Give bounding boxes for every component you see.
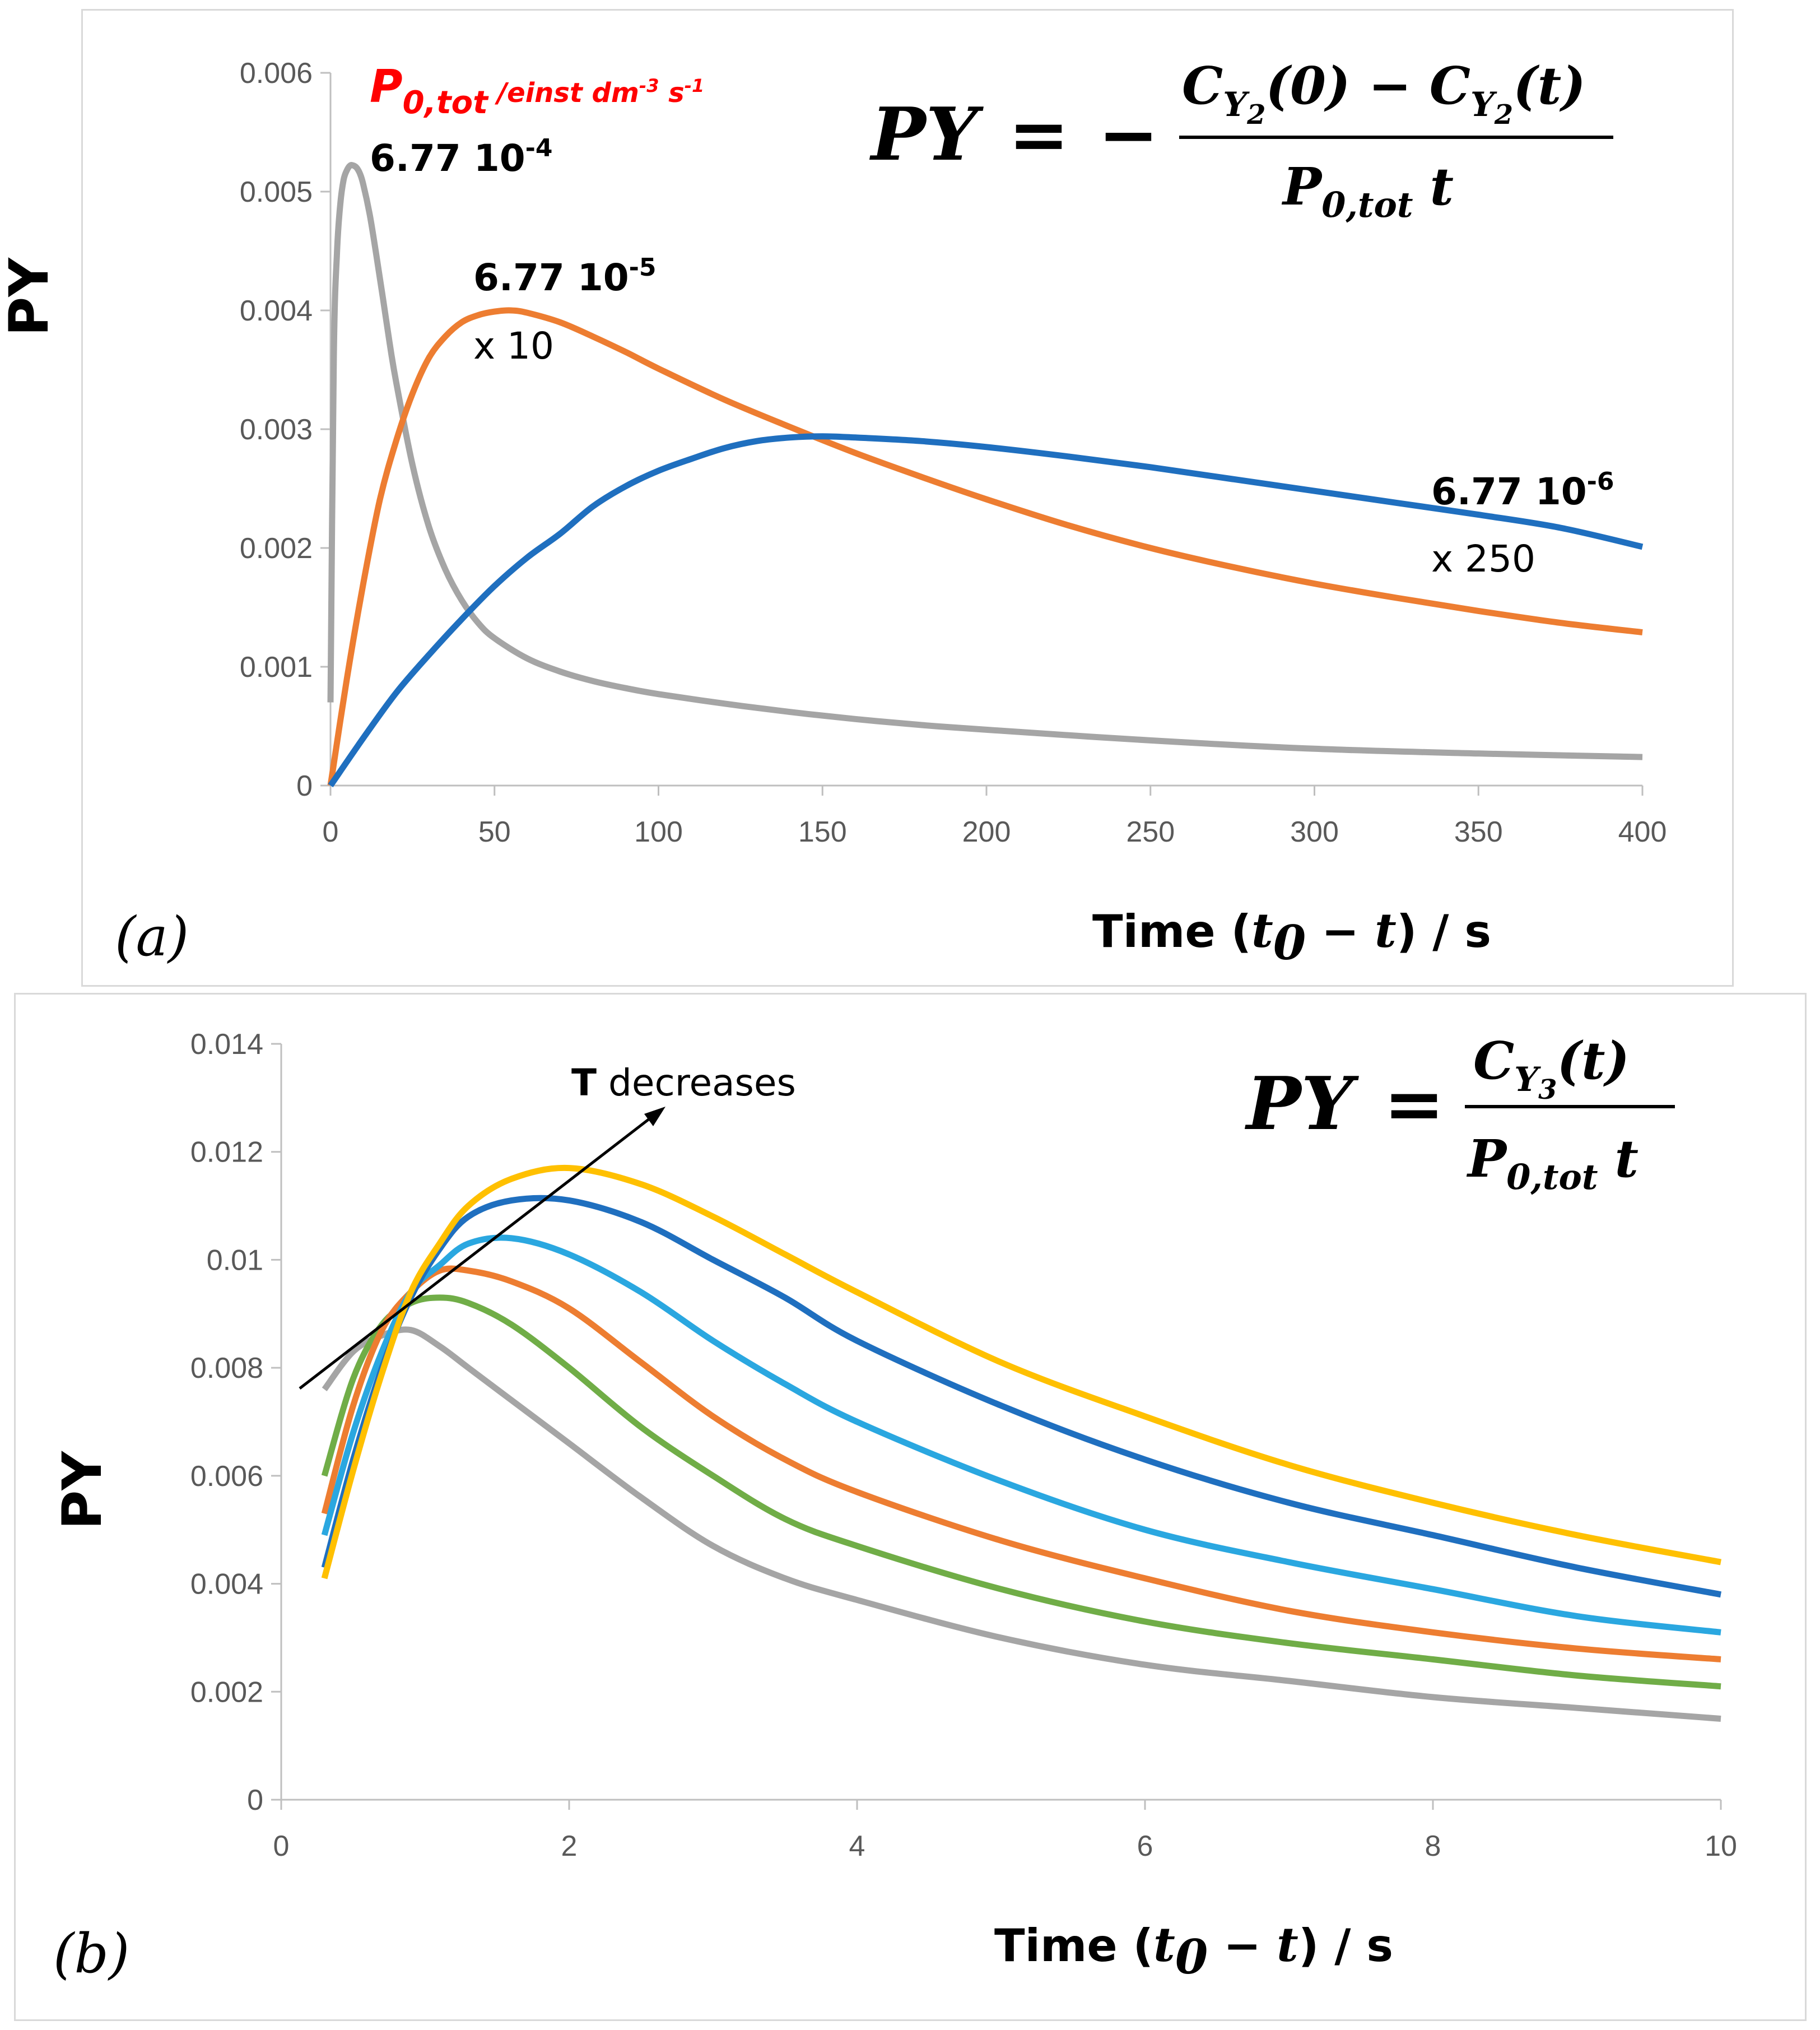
b-series-line-5 bbox=[321, 1195, 1722, 1598]
b-x-tick-label: 2 bbox=[561, 1830, 578, 1862]
svg-text:CY2(0) − CY2(t): CY2(0) − CY2(t) bbox=[1182, 55, 1586, 131]
b-y-tick-label: 0.006 bbox=[190, 1460, 263, 1493]
b-y-tick-label: 0.01 bbox=[207, 1244, 263, 1276]
a-series-label-3: 6.77 10-6 bbox=[1431, 467, 1614, 513]
a-x-tick-label: 400 bbox=[1618, 816, 1667, 848]
a-y-tick-label: 0.006 bbox=[240, 57, 313, 90]
a-series-multiplier-2: x 10 bbox=[473, 324, 554, 368]
a-y-tick-label: 0.002 bbox=[240, 532, 313, 565]
a-equation: PY = − CY2(0) − CY2(t) P0,tot t bbox=[869, 55, 1613, 225]
a-x-tick-label: 350 bbox=[1454, 816, 1503, 848]
a-x-tick-label: 50 bbox=[478, 816, 511, 848]
svg-text:=: = bbox=[1008, 91, 1069, 177]
b-x-tick-label: 0 bbox=[273, 1830, 290, 1862]
b-x-tick-label: 8 bbox=[1425, 1830, 1441, 1862]
b-x-tick-label: 10 bbox=[1705, 1830, 1737, 1862]
a-series-label-2: 6.77 10-5 bbox=[473, 253, 657, 299]
b-series-line-1 bbox=[322, 1326, 1721, 1722]
b-y-tick-label: 0.014 bbox=[190, 1028, 263, 1061]
a-y-tick-label: 0.005 bbox=[240, 176, 313, 208]
b-series-line-2 bbox=[321, 1294, 1721, 1690]
b-trend-arrowhead bbox=[644, 1107, 665, 1126]
a-y-tick-label: 0.003 bbox=[240, 414, 313, 446]
a-series-multiplier-3: x 250 bbox=[1431, 537, 1535, 580]
b-y-axis-label: PY bbox=[51, 1451, 114, 1530]
a-x-tick-label: 150 bbox=[798, 816, 847, 848]
a-series-line-2 bbox=[327, 307, 1643, 786]
a-series-line-1 bbox=[327, 162, 1643, 760]
svg-text:−: − bbox=[1098, 91, 1159, 177]
a-y-tick-label: 0 bbox=[296, 770, 313, 802]
b-x-tick-label: 6 bbox=[1137, 1830, 1153, 1862]
a-x-tick-label: 200 bbox=[962, 816, 1011, 848]
b-series-line-6 bbox=[321, 1164, 1722, 1580]
svg-text:PY: PY bbox=[869, 91, 984, 177]
a-x-tick-label: 0 bbox=[323, 816, 339, 848]
a-y-axis-label: PY bbox=[0, 257, 60, 336]
b-series-line-3 bbox=[321, 1265, 1721, 1662]
svg-text:PY: PY bbox=[1244, 1061, 1360, 1146]
a-series-line-3 bbox=[328, 433, 1644, 788]
a-x-tick-label: 250 bbox=[1126, 816, 1175, 848]
b-x-axis-label: Time (t0 − t) / s bbox=[994, 1917, 1393, 1985]
b-y-tick-label: 0.012 bbox=[190, 1136, 263, 1169]
b-y-tick-label: 0.004 bbox=[190, 1568, 263, 1601]
a-y-tick-label: 0.004 bbox=[240, 295, 313, 327]
b-y-tick-label: 0 bbox=[247, 1784, 263, 1817]
b-panel-id: (b) bbox=[53, 1922, 129, 1985]
a-x-tick-label: 100 bbox=[634, 816, 683, 848]
b-equation: PY = CY3(t) P0,tot t bbox=[1244, 1030, 1675, 1197]
b-series-line-4 bbox=[321, 1234, 1721, 1636]
a-x-axis-label: Time (t0 − t) / s bbox=[1092, 903, 1491, 970]
b-x-tick-label: 4 bbox=[849, 1830, 865, 1862]
panel-b bbox=[14, 993, 1807, 2021]
a-panel-id: (a) bbox=[115, 905, 189, 968]
a-x-tick-label: 300 bbox=[1290, 816, 1339, 848]
b-y-tick-label: 0.008 bbox=[190, 1352, 263, 1385]
a-y-tick-label: 0.001 bbox=[240, 651, 313, 684]
b-y-tick-label: 0.002 bbox=[190, 1676, 263, 1708]
b-trend-arrow bbox=[299, 1114, 655, 1390]
svg-text:CY3(t): CY3(t) bbox=[1473, 1030, 1630, 1105]
a-legend-title: P0,tot /einst dm-3 s-1 bbox=[370, 61, 704, 121]
svg-text:=: = bbox=[1384, 1061, 1445, 1146]
b-annotation: T decreases bbox=[571, 1061, 796, 1104]
a-series-label-1: 6.77 10-4 bbox=[370, 134, 553, 180]
